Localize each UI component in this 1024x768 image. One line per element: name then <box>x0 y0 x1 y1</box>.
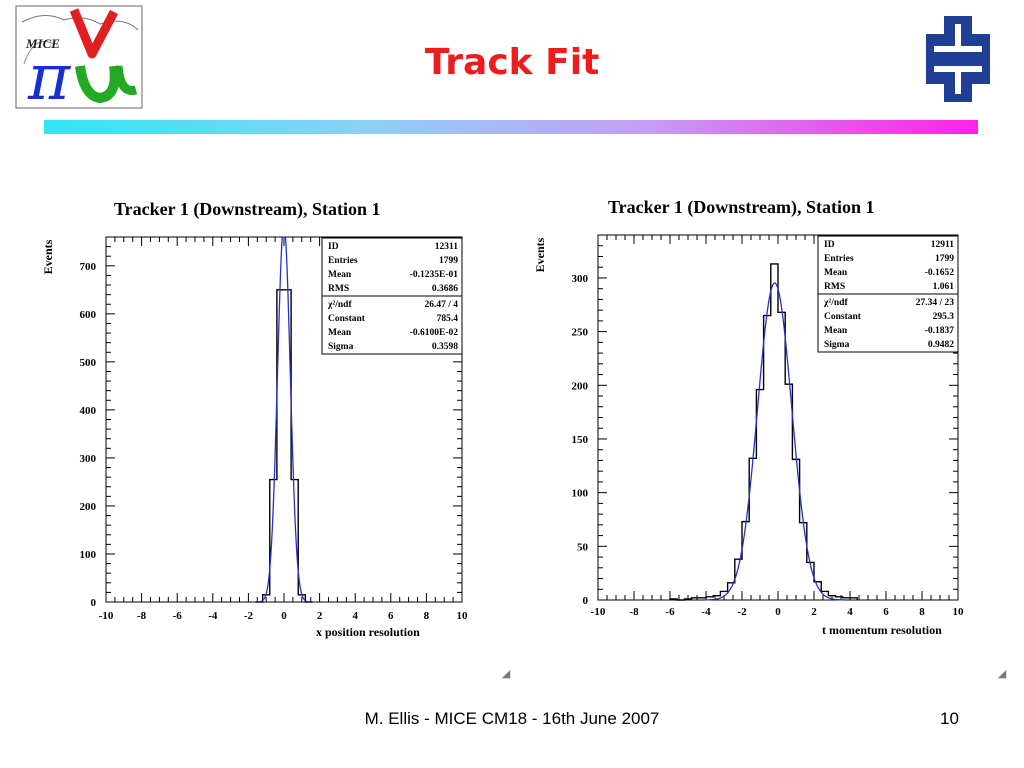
stats-label: ID <box>328 242 339 252</box>
stats-value: -0.1837 <box>925 326 955 336</box>
y-tick-label: 200 <box>80 501 97 513</box>
resize-icon: ◢ <box>997 668 1007 680</box>
x-tick-label: -2 <box>244 610 254 622</box>
x-axis-label: x position resolution <box>316 625 420 639</box>
stats-value: -0.6100E-02 <box>410 328 459 338</box>
x-tick-label: -6 <box>173 610 183 622</box>
x-tick-label: -8 <box>137 610 147 622</box>
stats-label: χ²/ndf <box>327 300 352 310</box>
stats-value: 295.3 <box>933 312 955 322</box>
x-tick-label: 4 <box>847 606 853 618</box>
stats-label: Mean <box>824 268 848 278</box>
x-tick-label: -4 <box>701 606 711 618</box>
stats-value: 12911 <box>931 240 954 250</box>
stats-value: -0.1235E-01 <box>410 270 459 280</box>
histogram-series <box>669 263 858 601</box>
y-tick-label: 600 <box>80 309 97 321</box>
x-tick-label: 8 <box>919 606 925 618</box>
y-tick-label: 300 <box>80 453 97 465</box>
fit-curve <box>703 282 847 601</box>
x-axis-label: t momentum resolution <box>822 623 942 637</box>
x-tick-label: 2 <box>811 606 817 618</box>
y-tick-label: 500 <box>80 357 97 369</box>
x-tick-label: 6 <box>883 606 889 618</box>
stats-label: RMS <box>328 284 349 294</box>
x-tick-label: 0 <box>775 606 781 618</box>
stats-value: 1799 <box>935 254 954 264</box>
stats-label: Mean <box>328 270 352 280</box>
x-tick-label: 10 <box>953 606 965 618</box>
y-tick-label: 250 <box>572 327 589 339</box>
svg-text:π: π <box>27 41 71 110</box>
x-tick-label: -6 <box>665 606 675 618</box>
x-tick-label: 2 <box>317 610 323 622</box>
histogram-series <box>255 289 313 603</box>
footer-text: M. Ellis - MICE CM18 - 16th June 2007 <box>364 709 660 728</box>
x-tick-label: -8 <box>629 606 639 618</box>
x-tick-label: 8 <box>424 610 430 622</box>
fermilab-logo <box>926 16 990 102</box>
mice-logo: MICE π <box>15 5 143 110</box>
stats-value: 12311 <box>435 242 458 252</box>
y-axis-label: Events <box>533 237 547 272</box>
x-tick-label: -2 <box>737 606 747 618</box>
stats-label: RMS <box>824 282 845 292</box>
y-tick-label: 200 <box>572 380 589 392</box>
stats-label: χ²/ndf <box>823 298 848 308</box>
x-tick-label: 4 <box>352 610 358 622</box>
y-tick-label: 300 <box>572 273 589 285</box>
chart-title: Tracker 1 (Downstream), Station 1 <box>608 197 874 218</box>
stats-value: 0.3686 <box>432 284 458 294</box>
stats-value: 0.9482 <box>928 340 954 350</box>
y-axis-label: Events <box>41 239 55 274</box>
stats-value: 26.47 / 4 <box>424 300 458 310</box>
stats-value: 27.34 / 23 <box>916 298 955 308</box>
stats-label: Entries <box>824 254 854 264</box>
chart-right: Tracker 1 (Downstream), Station 1 -10 -8 -6… <box>530 190 970 650</box>
y-tick-label: 0 <box>583 595 589 607</box>
stats-label: ID <box>824 240 835 250</box>
stats-label: Mean <box>824 326 848 336</box>
stats-value: 1799 <box>439 256 458 266</box>
stats-label: Constant <box>824 312 862 322</box>
slide-title: Track Fit <box>424 42 600 83</box>
stats-label: Sigma <box>824 340 850 350</box>
stats-label: Mean <box>328 328 352 338</box>
y-tick-label: 100 <box>572 488 589 500</box>
stats-value: -0.1652 <box>925 268 955 278</box>
stats-value: 1.061 <box>933 282 955 292</box>
y-tick-label: 150 <box>572 434 589 446</box>
page-number: 10 <box>940 709 959 728</box>
stats-label: Constant <box>328 314 366 324</box>
x-tick-label: -10 <box>99 610 114 622</box>
x-tick-label: 10 <box>457 610 469 622</box>
x-tick-label: 0 <box>281 610 287 622</box>
logo-label: MICE <box>25 36 60 51</box>
resize-icon: ◢ <box>501 668 511 680</box>
chart-left: Tracker 1 (Downstream), Station 1 -10 -8 -6… <box>36 192 476 652</box>
stats-value: 785.4 <box>437 314 459 324</box>
stats-label: Sigma <box>328 342 354 352</box>
fit-curve <box>256 236 311 603</box>
x-tick-label: 6 <box>388 610 394 622</box>
y-tick-label: 400 <box>80 405 97 417</box>
x-tick-label: -10 <box>591 606 606 618</box>
chart-left-svg: Tracker 1 (Downstream), Station 1 -10 -8 -6… <box>41 199 469 639</box>
stats-label: Entries <box>328 256 358 266</box>
y-tick-label: 700 <box>80 261 97 273</box>
y-tick-label: 100 <box>80 549 97 561</box>
y-tick-label: 50 <box>577 541 589 553</box>
x-tick-label: -4 <box>208 610 218 622</box>
header-gradient-bar <box>44 120 978 134</box>
y-tick-label: 0 <box>91 597 97 609</box>
stats-value: 0.3598 <box>432 342 458 352</box>
chart-right-svg: Tracker 1 (Downstream), Station 1 -10 -8 -6… <box>533 197 965 637</box>
chart-title: Tracker 1 (Downstream), Station 1 <box>114 199 380 220</box>
